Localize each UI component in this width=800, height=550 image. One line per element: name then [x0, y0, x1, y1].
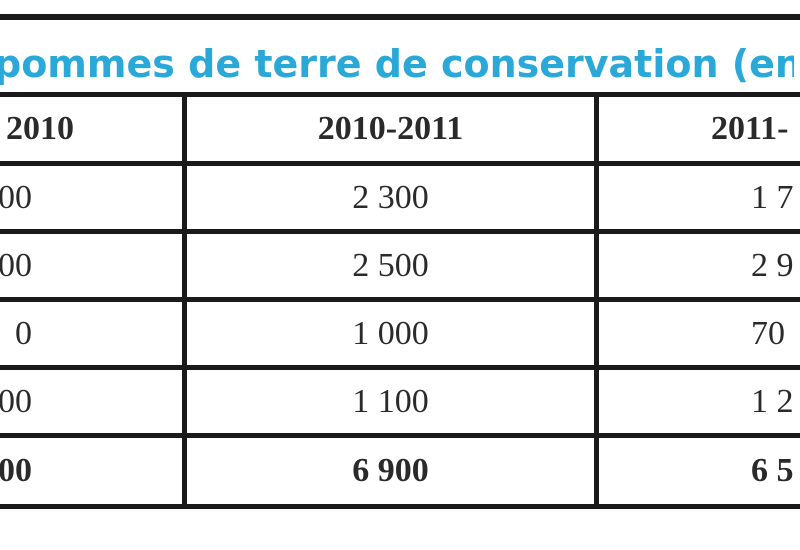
table-cell: 1 100 [182, 365, 599, 438]
column-header: 2010 [0, 92, 187, 166]
total-cell: 00 [0, 433, 187, 509]
data-table: 2010 2010-2011 2011- 00 2 300 1 7 00 2 5… [0, 92, 800, 509]
table-cell: 1 7 [594, 161, 800, 234]
table-cell: 2 9 [594, 229, 800, 302]
column-header: 2010-2011 [182, 92, 599, 166]
table-cell: 2 300 [182, 161, 599, 234]
table-row: 00 2 300 1 7 [0, 161, 800, 234]
total-row: 00 6 900 6 5 [0, 433, 800, 509]
table-cell: 1 2 [594, 365, 800, 438]
table-cell: 1 000 [182, 297, 599, 370]
header-row: 2010 2010-2011 2011- [0, 92, 800, 166]
column-header: 2011- [594, 92, 800, 166]
table-cell: 70 [594, 297, 800, 370]
table-title: pommes de terre de conservation (en [0, 42, 794, 86]
table-cell: 00 [0, 229, 187, 302]
table-row: 0 1 000 70 [0, 297, 800, 370]
total-cell: 6 5 [594, 433, 800, 509]
table-cell: 0 [0, 297, 187, 370]
top-rule [0, 14, 800, 20]
total-cell: 6 900 [182, 433, 599, 509]
table-cell: 00 [0, 161, 187, 234]
table-row: 00 2 500 2 9 [0, 229, 800, 302]
table-cell: 2 500 [182, 229, 599, 302]
table-cell: 00 [0, 365, 187, 438]
table-row: 00 1 100 1 2 [0, 365, 800, 438]
